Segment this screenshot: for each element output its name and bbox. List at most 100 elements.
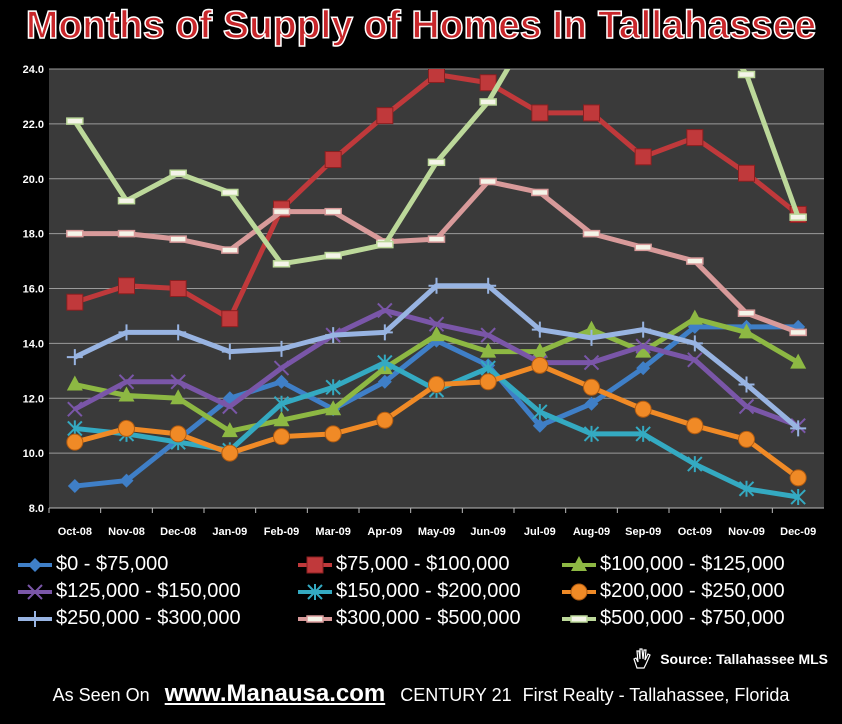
y-tick-label: 22.0 [23, 119, 44, 131]
legend-item: $75,000 - $100,000 [298, 553, 510, 576]
y-tick-label: 12.0 [23, 393, 44, 405]
y-tick-label: 8.0 [29, 503, 44, 515]
data-point [480, 342, 497, 358]
series-2 [66, 309, 807, 438]
x-tick-label: Apr-09 [367, 526, 402, 538]
x-tick-label: Jun-09 [470, 526, 505, 538]
data-point [376, 411, 394, 429]
data-point [324, 251, 342, 260]
data-point [479, 74, 497, 92]
data-point [583, 320, 600, 336]
data-point [377, 302, 393, 319]
legend-swatch-icon [562, 583, 596, 600]
data-point [376, 240, 394, 249]
data-point [531, 188, 549, 197]
data-point [118, 324, 135, 341]
y-tick-label: 24.0 [23, 64, 44, 76]
data-point [221, 444, 239, 462]
legend-swatch-icon [562, 555, 596, 571]
data-point [306, 614, 324, 623]
footer-brand: CENTURY 21 [400, 685, 512, 705]
x-tick-label: Aug-09 [573, 526, 610, 538]
data-point [790, 489, 806, 506]
data-point [737, 309, 756, 317]
data-point [687, 352, 703, 368]
data-point [428, 69, 445, 83]
data-point [377, 354, 393, 371]
data-point [531, 321, 548, 338]
data-point [118, 277, 135, 295]
y-tick-label: 10.0 [23, 448, 44, 460]
data-point [789, 328, 807, 337]
y-tick-label: 18.0 [23, 229, 44, 241]
data-point [686, 417, 704, 435]
legend-label: $125,000 - $150,000 [56, 580, 241, 602]
data-point [170, 374, 186, 390]
y-tick-label: 14.0 [23, 338, 44, 350]
data-point [273, 340, 290, 357]
data-point [170, 324, 187, 341]
source-note: Source: Tallahassee MLS [632, 648, 828, 670]
data-point [582, 229, 601, 238]
data-point [306, 556, 324, 573]
legend-label: $100,000 - $125,000 [600, 553, 785, 575]
x-tick-label: Dec-09 [780, 526, 816, 538]
data-point [376, 324, 393, 341]
data-point [738, 430, 755, 448]
legend-item: $250,000 - $300,000 [18, 607, 241, 630]
data-point [570, 583, 588, 600]
data-point [118, 386, 135, 402]
legend-label: $150,000 - $200,000 [336, 580, 521, 602]
source-text: Source: Tallahassee MLS [660, 651, 828, 667]
data-point [428, 316, 445, 332]
legend-swatch-icon [298, 556, 332, 573]
data-point [428, 326, 445, 342]
x-tick-label: Nov-08 [108, 526, 145, 538]
data-point [67, 401, 83, 417]
data-point [66, 229, 84, 238]
data-point [686, 129, 704, 147]
data-point [169, 425, 187, 443]
series-3 [67, 302, 806, 434]
footer-prefix: As Seen On [52, 685, 150, 705]
x-tick-label: Oct-08 [58, 526, 92, 538]
legend-label: $75,000 - $100,000 [336, 553, 510, 575]
data-point [274, 374, 289, 389]
data-point [222, 398, 238, 415]
data-point [28, 557, 42, 572]
x-tick-label: Jul-09 [524, 526, 556, 538]
data-point [66, 433, 84, 451]
data-point [324, 151, 342, 169]
website-link[interactable]: www.Manausa.com [164, 680, 386, 707]
data-point [66, 117, 84, 125]
data-point [479, 373, 497, 391]
x-tick-label: May-09 [418, 526, 455, 538]
x-tick-label: Mar-09 [315, 526, 350, 538]
data-point [67, 479, 82, 494]
x-tick-label: Feb-09 [264, 526, 299, 538]
data-point [480, 277, 497, 294]
data-point [738, 164, 755, 182]
data-point [571, 555, 587, 571]
data-point [738, 480, 755, 497]
data-point [27, 610, 43, 627]
legend-label: $0 - $75,000 [56, 553, 169, 575]
chart-title: Months of Supply of Homes In Tallahassee [25, 3, 817, 48]
data-point [427, 158, 446, 167]
y-tick-label: 20.0 [23, 174, 44, 186]
data-point [66, 293, 84, 311]
data-point [583, 329, 600, 346]
legend-swatch-icon [562, 614, 596, 623]
data-point [428, 376, 445, 394]
data-point [221, 310, 239, 328]
data-point [738, 376, 755, 393]
data-point [635, 425, 651, 442]
data-point [376, 107, 394, 125]
data-point [324, 207, 342, 216]
footer-brand-rest: First Realty - Tallahassee, Florida [522, 685, 790, 705]
series-6 [66, 277, 807, 437]
legend-item: $100,000 - $125,000 [562, 553, 785, 576]
legend-swatch-icon [18, 583, 52, 600]
data-point [531, 342, 548, 358]
data-point [169, 169, 187, 178]
